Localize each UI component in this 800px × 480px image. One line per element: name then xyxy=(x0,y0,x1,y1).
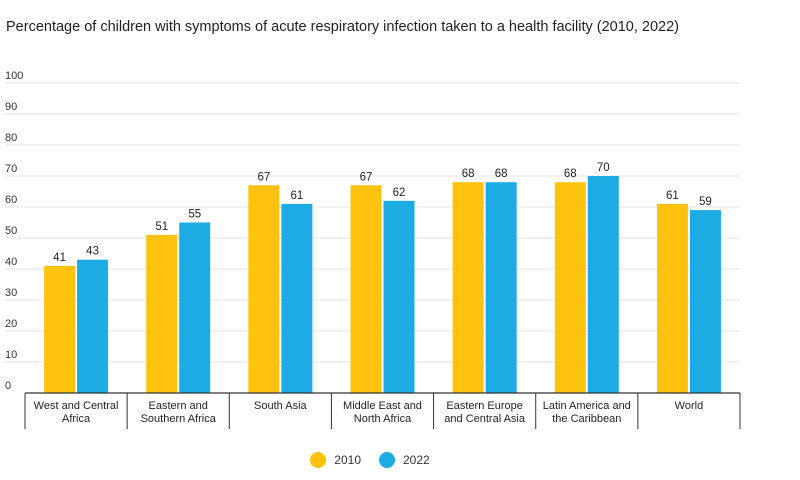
y-tick-label: 50 xyxy=(5,225,17,237)
y-tick-label: 100 xyxy=(5,70,23,82)
y-tick-label: 60 xyxy=(5,194,17,206)
legend-item-2022[interactable]: 2022 xyxy=(379,452,430,468)
legend-label-2010: 2010 xyxy=(334,453,361,467)
bar-2022 xyxy=(485,182,517,393)
x-tick-label: and Central Asia xyxy=(444,413,526,425)
data-label: 67 xyxy=(257,171,270,183)
data-label: 68 xyxy=(495,168,508,180)
data-label: 59 xyxy=(699,196,712,208)
data-label: 55 xyxy=(188,209,201,221)
data-label: 68 xyxy=(564,168,577,180)
x-tick-label: North Africa xyxy=(354,413,412,425)
legend-swatch-2010 xyxy=(310,452,327,468)
bar-2022 xyxy=(587,176,619,393)
y-axis-ticks: 0 10 20 30 40 50 60 70 80 90 100 xyxy=(5,70,23,392)
bar-2022 xyxy=(383,200,415,393)
bar-2010 xyxy=(350,185,382,393)
data-label: 68 xyxy=(462,168,475,180)
x-tick-label: Southern Africa xyxy=(141,413,217,425)
x-tick-label: World xyxy=(675,400,704,412)
bar-2010 xyxy=(452,182,484,393)
y-tick-label: 0 xyxy=(5,380,11,392)
bar-2010 xyxy=(554,182,586,393)
y-tick-label: 40 xyxy=(5,256,17,268)
x-tick-label: Eastern Europe xyxy=(446,400,522,412)
data-label: 43 xyxy=(86,246,99,258)
legend-swatch-2022 xyxy=(379,452,395,468)
bar-2010 xyxy=(146,234,178,393)
data-label: 41 xyxy=(53,252,66,264)
y-tick-label: 10 xyxy=(5,349,17,361)
bar-2022 xyxy=(179,222,211,393)
legend-label-2022: 2022 xyxy=(403,453,430,467)
x-tick-label: Africa xyxy=(62,413,91,425)
chart-title: Percentage of children with symptoms of … xyxy=(6,19,679,35)
bars xyxy=(44,176,721,393)
x-tick-label: Middle East and xyxy=(343,400,422,412)
bar-2010 xyxy=(656,203,688,393)
bar-2022 xyxy=(77,259,109,393)
data-label: 51 xyxy=(155,221,168,233)
legend: 2010 2022 xyxy=(0,452,740,468)
legend-item-2010[interactable]: 2010 xyxy=(310,452,361,468)
data-label: 67 xyxy=(360,171,373,183)
data-label: 61 xyxy=(666,190,679,202)
y-tick-label: 90 xyxy=(5,101,17,113)
bar-2010 xyxy=(248,185,280,393)
y-tick-label: 70 xyxy=(5,163,17,175)
x-tick-label: the Caribbean xyxy=(552,413,621,425)
x-tick-label: Eastern and xyxy=(149,400,208,412)
data-labels: 41 43 51 55 67 61 67 62 68 68 68 70 61 59 xyxy=(53,162,712,264)
x-tick-label: South Asia xyxy=(254,400,307,412)
y-tick-label: 20 xyxy=(5,318,17,330)
data-label: 61 xyxy=(290,190,303,202)
bar-2022 xyxy=(281,203,313,393)
x-axis xyxy=(24,392,741,429)
data-label: 70 xyxy=(597,162,610,174)
bar-2010 xyxy=(44,265,76,393)
y-tick-label: 30 xyxy=(5,287,17,299)
data-label: 62 xyxy=(393,187,406,199)
x-tick-label: West and Central xyxy=(34,400,119,412)
y-tick-label: 80 xyxy=(5,132,17,144)
bar-2022 xyxy=(689,210,721,393)
x-tick-label: Latin America and xyxy=(543,400,631,412)
